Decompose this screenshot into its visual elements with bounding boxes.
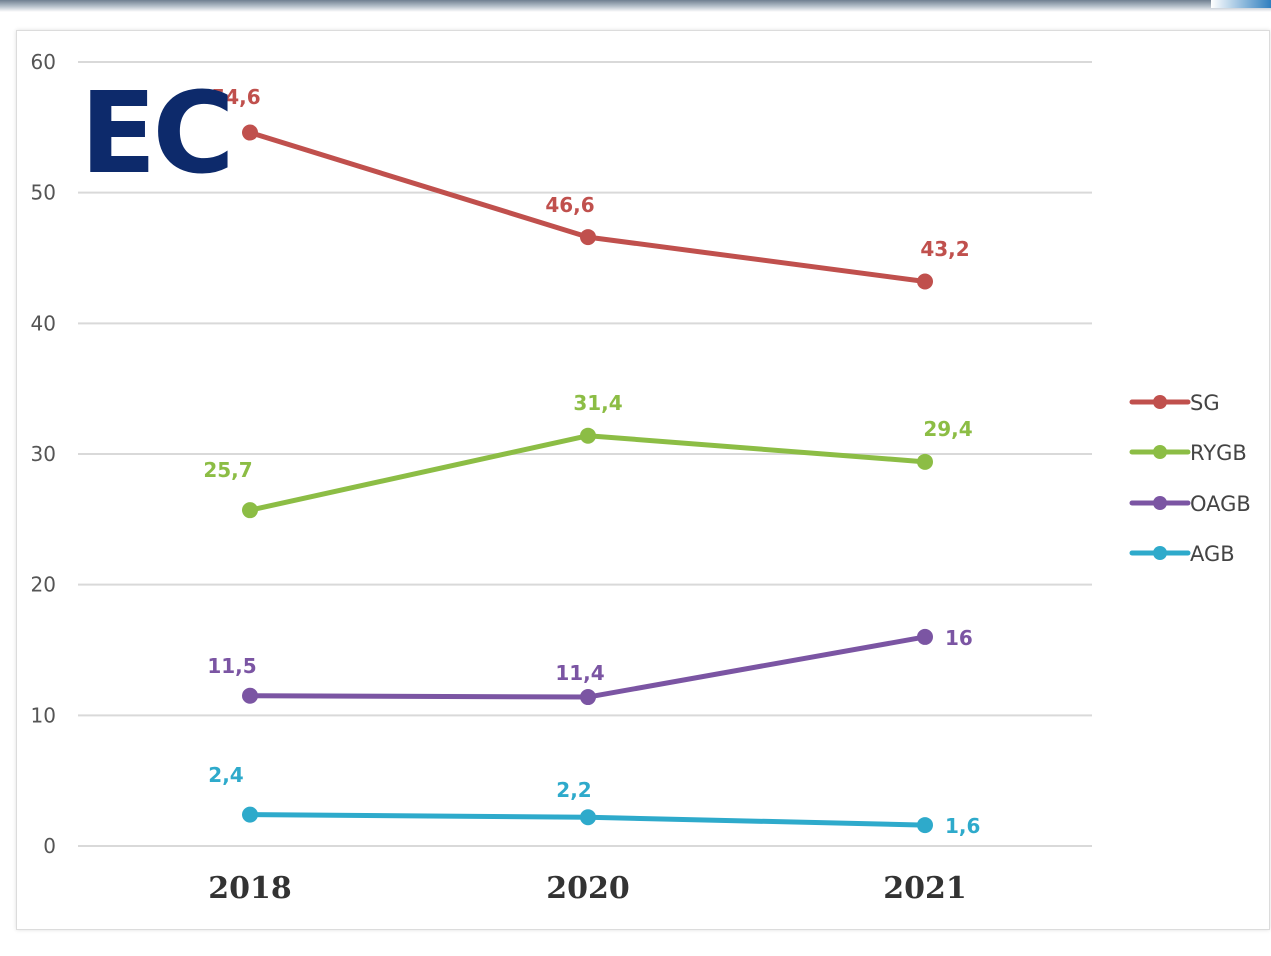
legend-label-agb: AGB <box>1190 542 1235 566</box>
legend-label-oagb: OAGB <box>1190 492 1251 516</box>
legend-label-sg: SG <box>1190 391 1220 415</box>
y-tick-label-50: 50 <box>31 181 56 205</box>
y-tick-label-40: 40 <box>31 311 56 335</box>
legend-marker-oagb <box>1153 496 1167 510</box>
data-point-sg-2018 <box>242 124 258 141</box>
data-point-oagb-2018 <box>242 687 258 704</box>
x-tick-label-2021: 2021 <box>883 871 967 906</box>
data-point-rygb-2018 <box>242 502 258 519</box>
x-tick-label-2018: 2018 <box>208 871 292 906</box>
data-label-sg-2020: 46,6 <box>545 193 594 217</box>
data-label-sg-2021: 43,2 <box>920 237 969 261</box>
data-label-oagb-2021: 16 <box>945 626 973 650</box>
series-line-rygb <box>247 433 928 513</box>
data-label-agb-2018: 2,4 <box>208 763 243 787</box>
top-corner-accent <box>1211 0 1271 8</box>
chart-frame <box>16 30 1270 930</box>
data-label-rygb-2021: 29,4 <box>923 417 972 441</box>
data-point-rygb-2020 <box>580 427 596 444</box>
y-tick-label-0: 0 <box>43 834 56 858</box>
data-point-oagb-2020 <box>580 689 596 706</box>
data-point-sg-2020 <box>580 229 596 246</box>
data-point-agb-2021 <box>917 817 933 834</box>
y-tick-label-20: 20 <box>31 573 56 597</box>
data-label-oagb-2018: 11,5 <box>207 654 256 678</box>
legend-label-rygb: RYGB <box>1190 441 1247 465</box>
data-label-rygb-2020: 31,4 <box>573 391 622 415</box>
legend-marker-sg <box>1153 395 1167 409</box>
legend-marker-agb <box>1153 546 1167 560</box>
data-point-sg-2021 <box>917 273 933 290</box>
y-tick-label-10: 10 <box>31 703 56 727</box>
top-banner-strip <box>0 0 1271 12</box>
data-point-agb-2018 <box>242 806 258 823</box>
data-point-rygb-2021 <box>917 453 933 470</box>
legend-marker-rygb <box>1153 445 1167 459</box>
y-tick-label-30: 30 <box>31 442 56 466</box>
data-label-sg-2018: 54,6 <box>211 85 260 109</box>
x-tick-label-2020: 2020 <box>546 871 630 906</box>
data-label-agb-2020: 2,2 <box>556 778 591 802</box>
ec-logo: EC <box>80 69 235 199</box>
data-point-agb-2020 <box>580 809 596 826</box>
data-label-rygb-2018: 25,7 <box>203 458 252 482</box>
data-label-oagb-2020: 11,4 <box>555 661 604 685</box>
data-point-oagb-2021 <box>917 628 933 645</box>
data-label-agb-2021: 1,6 <box>945 814 980 838</box>
y-tick-label-60: 60 <box>31 50 56 74</box>
